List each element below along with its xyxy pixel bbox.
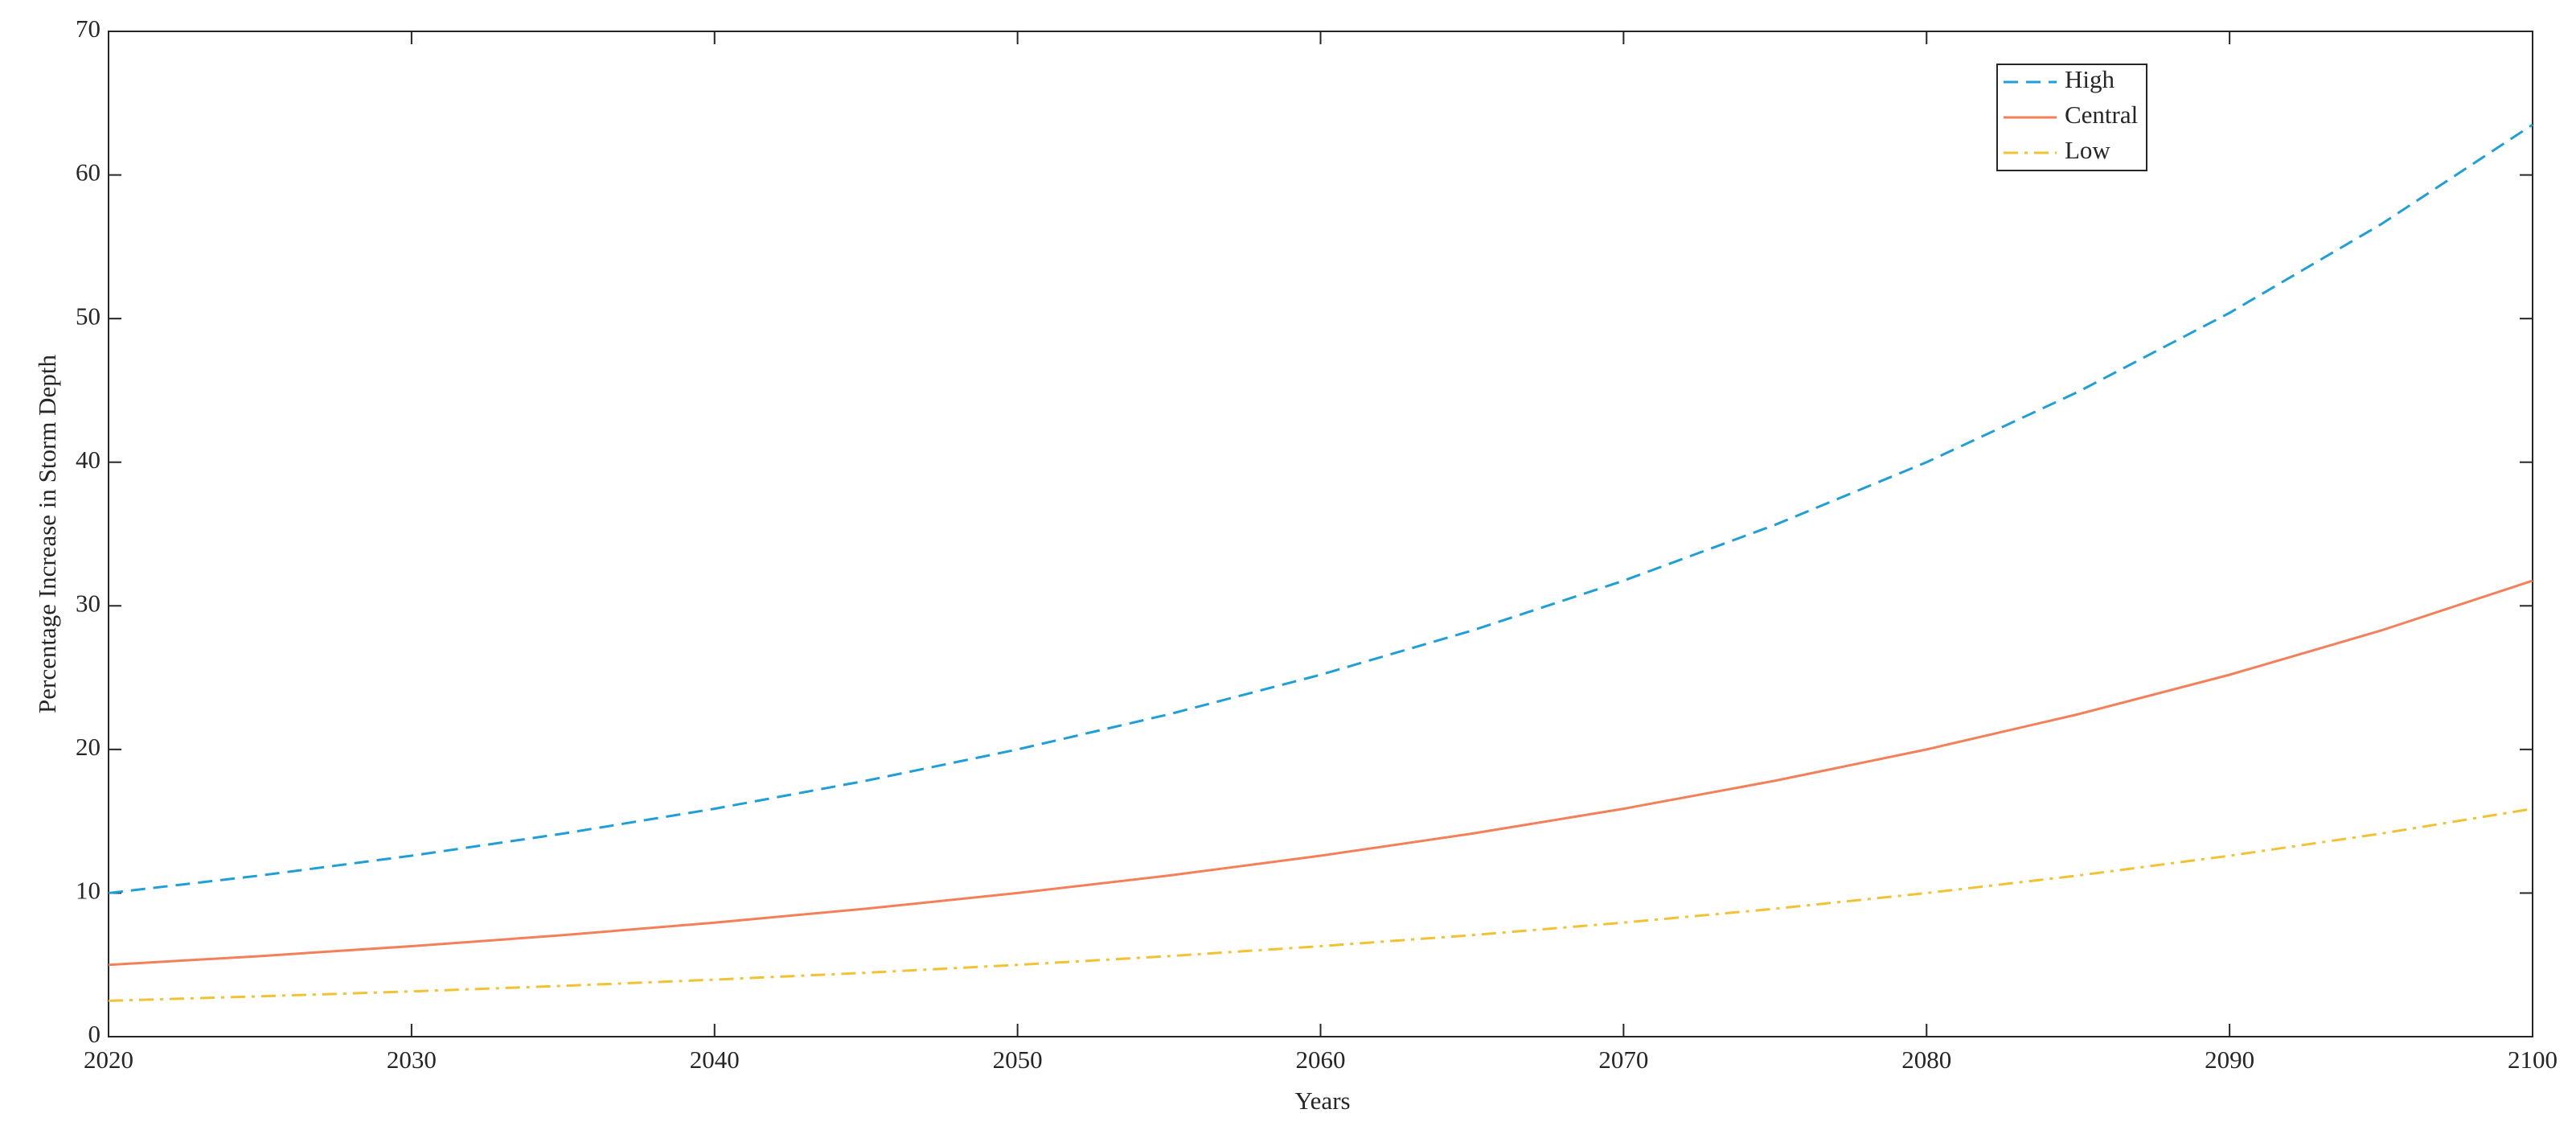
y-tick-label: 10 — [76, 877, 100, 905]
x-tick-label: 2060 — [1296, 1046, 1346, 1074]
y-axis-label: Percentage Increase in Storm Depth — [33, 355, 61, 713]
y-tick-label: 40 — [76, 446, 100, 474]
x-tick-label: 2020 — [84, 1046, 133, 1074]
legend-label: High — [2065, 65, 2115, 93]
line-series — [108, 123, 2533, 894]
line-series — [108, 807, 2533, 1002]
y-tick-label: 30 — [76, 589, 100, 617]
x-tick-label: 2070 — [1598, 1046, 1648, 1074]
legend-label: Low — [2065, 136, 2110, 164]
x-tick-label: 2030 — [387, 1046, 437, 1074]
x-tick-label: 2050 — [993, 1046, 1043, 1074]
x-tick-label: 2080 — [1901, 1046, 1951, 1074]
x-tick-label: 2040 — [690, 1046, 740, 1074]
y-tick-label: 70 — [76, 14, 100, 43]
y-tick-label: 60 — [76, 158, 100, 187]
y-tick-label: 50 — [76, 302, 100, 330]
legend-label: Central — [2065, 101, 2138, 129]
x-tick-label: 2100 — [2508, 1046, 2558, 1074]
y-tick-label: 0 — [88, 1020, 101, 1048]
line-series — [108, 579, 2533, 967]
plot-frame — [108, 31, 2533, 1037]
x-axis-label: Years — [1294, 1087, 1350, 1115]
y-tick-label: 20 — [76, 733, 100, 761]
x-tick-label: 2090 — [2205, 1046, 2254, 1074]
